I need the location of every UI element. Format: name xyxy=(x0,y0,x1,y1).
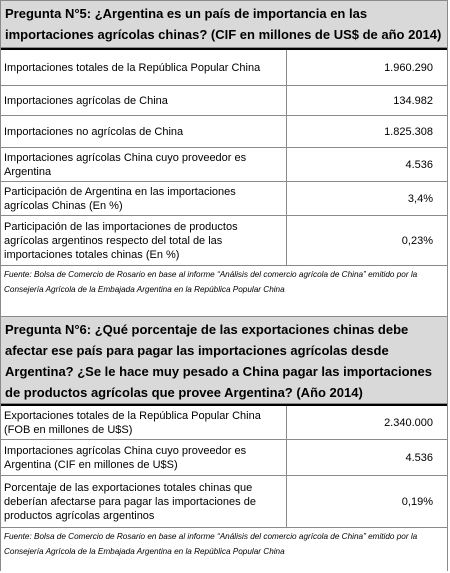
row: Importaciones no agrícolas de China 1.825… xyxy=(1,116,447,148)
row-value: 4.536 xyxy=(405,158,433,171)
row-label: Participación de las importaciones de pr… xyxy=(1,216,287,265)
row-value: 0,23% xyxy=(401,234,433,247)
row: Porcentaje de las exportaciones totales … xyxy=(1,476,447,528)
row: Participación de Argentina en las import… xyxy=(1,182,447,216)
row: Importaciones agrícolas de China 134.982 xyxy=(1,86,447,116)
row-label: Importaciones totales de la República Po… xyxy=(1,50,287,85)
row-value: 1.825.308 xyxy=(384,125,433,138)
row-label: Importaciones agrícolas de China xyxy=(1,86,287,115)
row-value: 0,19% xyxy=(401,495,433,508)
row-label: Importaciones agrícolas China cuyo prove… xyxy=(1,440,287,475)
row-label: Porcentaje de las exportaciones totales … xyxy=(1,476,287,527)
row-label: Participación de Argentina en las import… xyxy=(1,182,287,215)
row: Exportaciones totales de la República Po… xyxy=(1,404,447,440)
row: Importaciones totales de la República Po… xyxy=(1,48,447,86)
row-value: 2.340.000 xyxy=(384,416,433,429)
section-title: Pregunta N°6: ¿Qué porcentaje de las exp… xyxy=(0,316,448,404)
row-label: Importaciones no agrícolas de China xyxy=(1,116,287,147)
row: Participación de las importaciones de pr… xyxy=(1,216,447,266)
section-title: Pregunta N°5: ¿Argentina es un país de i… xyxy=(0,0,448,48)
table: Exportaciones totales de la República Po… xyxy=(0,404,448,528)
row-value: 3,4% xyxy=(407,192,433,205)
row-label: Exportaciones totales de la República Po… xyxy=(1,406,287,439)
source-note: Fuente: Bolsa de Comercio de Rosario en … xyxy=(0,266,448,316)
table: Importaciones totales de la República Po… xyxy=(0,48,448,266)
source-note: Fuente: Bolsa de Comercio de Rosario en … xyxy=(0,528,448,571)
row-value: 134.982 xyxy=(393,94,433,107)
row-value: 4.536 xyxy=(405,451,433,464)
row-value: 1.960.290 xyxy=(384,61,433,74)
row: Importaciones agrícolas China cuyo prove… xyxy=(1,148,447,182)
row: Importaciones agrícolas China cuyo prove… xyxy=(1,440,447,476)
row-label: Importaciones agrícolas China cuyo prove… xyxy=(1,148,287,181)
